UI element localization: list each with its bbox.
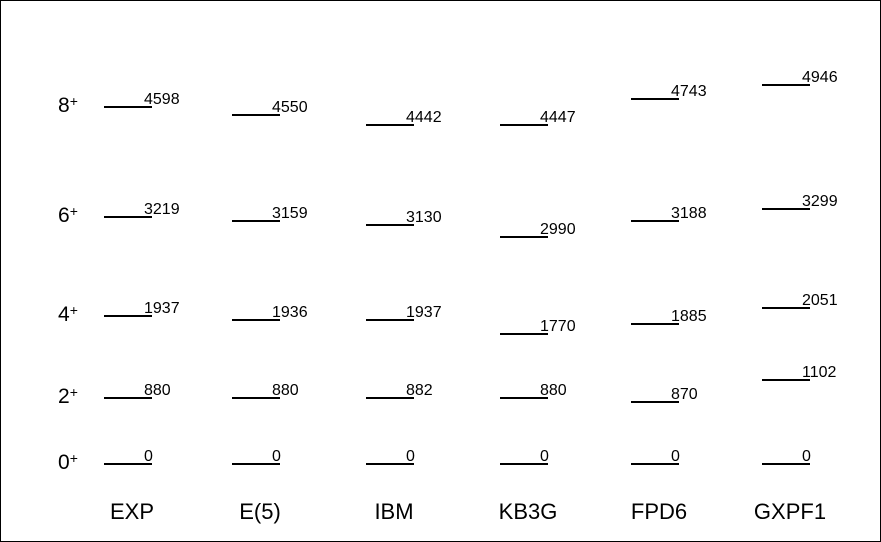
spin-label-2plus: 2+ — [58, 384, 78, 408]
energy-label: 0 — [671, 448, 680, 465]
parity-superscript: + — [70, 93, 78, 109]
energy-label: 880 — [272, 382, 299, 399]
column-name: IBM — [374, 499, 413, 524]
column-name: EXP — [110, 499, 154, 524]
energy-label: 4598 — [144, 91, 180, 108]
energy-label: 3299 — [802, 193, 838, 210]
column-gxpf1: 4946 3299 2051 1102 0 — [762, 69, 838, 465]
column-name: GXPF1 — [754, 499, 826, 524]
energy-label: 1770 — [540, 318, 576, 335]
spin-label-0plus: 0+ — [58, 450, 78, 474]
energy-label: 1936 — [272, 304, 308, 321]
spin-label-8plus: 8+ — [58, 93, 78, 117]
energy-label: 870 — [671, 386, 698, 403]
parity-superscript: + — [70, 450, 78, 466]
spin-value: 2 — [58, 385, 70, 408]
column-fpd6: 4743 3188 1885 870 0 — [631, 83, 707, 465]
column-name: KB3G — [499, 499, 558, 524]
parity-superscript: + — [70, 302, 78, 318]
energy-label: 3130 — [406, 209, 442, 226]
energy-label: 880 — [144, 382, 171, 399]
energy-label: 0 — [406, 448, 415, 465]
parity-superscript: + — [70, 203, 78, 219]
energy-label: 4743 — [671, 83, 707, 100]
energy-label: 1885 — [671, 308, 707, 325]
column-e5: 4550 3159 1936 880 0 — [232, 99, 308, 465]
column-names: EXP E(5) IBM KB3G FPD6 GXPF1 — [110, 499, 826, 524]
energy-label: 1102 — [802, 364, 837, 381]
column-name: FPD6 — [631, 499, 687, 524]
spin-value: 0 — [58, 451, 70, 474]
energy-label: 1937 — [144, 300, 180, 317]
energy-label: 4946 — [802, 69, 838, 86]
energy-label: 4550 — [272, 99, 308, 116]
energy-label: 3219 — [144, 201, 180, 218]
energy-label: 880 — [540, 382, 567, 399]
energy-label: 3188 — [671, 205, 707, 222]
spin-label-4plus: 4+ — [58, 302, 78, 326]
energy-label: 882 — [406, 382, 433, 399]
column-ibm: 4442 3130 1937 882 0 — [366, 109, 442, 465]
energy-label: 0 — [540, 448, 549, 465]
energy-label: 4442 — [406, 109, 442, 126]
energy-label: 2051 — [802, 292, 838, 309]
energy-label: 1937 — [406, 304, 442, 321]
energy-label: 0 — [272, 448, 281, 465]
energy-label: 0 — [802, 448, 811, 465]
spin-label-6plus: 6+ — [58, 203, 78, 227]
column-name: E(5) — [239, 499, 281, 524]
energy-label: 0 — [144, 448, 153, 465]
energy-label: 2990 — [540, 221, 576, 238]
spin-value: 4 — [58, 303, 70, 326]
spin-value: 8 — [58, 94, 70, 117]
level-columns: 4598 3219 1937 880 0 4550 3159 1936 880 0 4442 3130… — [104, 69, 838, 465]
spin-value: 6 — [58, 204, 70, 227]
energy-label: 3159 — [272, 205, 308, 222]
energy-label: 4447 — [540, 109, 576, 126]
parity-superscript: + — [70, 384, 78, 400]
spin-labels: 8+6+4+2+0+ — [58, 93, 78, 474]
column-kb3g: 4447 2990 1770 880 0 — [500, 109, 576, 465]
column-exp: 4598 3219 1937 880 0 — [104, 91, 180, 465]
